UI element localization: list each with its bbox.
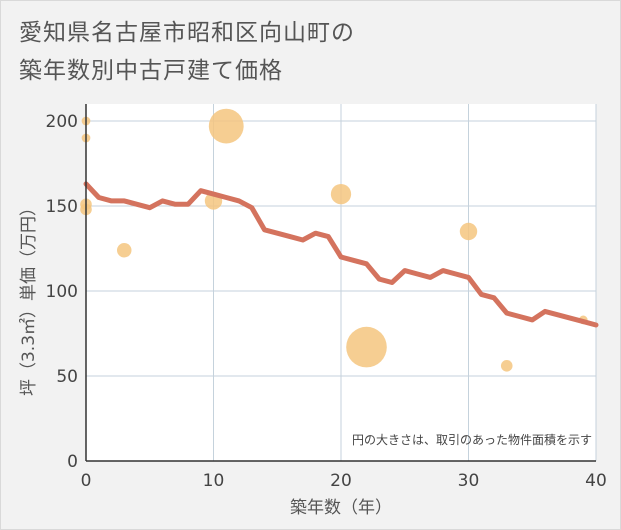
bubble-point <box>330 183 352 205</box>
x-tick-label: 0 <box>81 471 92 491</box>
chart-title-line2: 築年数別中古戸建て価格 <box>19 58 283 84</box>
chart-title-line1: 愛知県名古屋市昭和区向山町の <box>19 20 355 46</box>
bubble-point <box>208 108 244 144</box>
x-axis-label: 築年数（年） <box>290 498 392 518</box>
y-tick-label: 100 <box>46 282 78 302</box>
y-tick-label: 150 <box>46 197 78 217</box>
x-tick-label: 40 <box>585 471 607 491</box>
bubble-point <box>500 360 513 372</box>
y-tick-label: 0 <box>67 452 78 472</box>
y-tick-label: 200 <box>46 112 78 132</box>
x-tick-label: 30 <box>458 471 480 491</box>
average-price-line <box>83 181 599 328</box>
bubble-point <box>117 242 132 258</box>
size-legend-note: 円の大きさは、取引のあった物件面積を示す <box>352 432 592 447</box>
y-tick-label: 50 <box>56 367 78 387</box>
y-axis-label: 坪（3.3㎡）単価（万円） <box>19 199 39 396</box>
bubble-point <box>459 222 478 241</box>
x-tick-label: 10 <box>203 471 225 491</box>
bubble-point <box>346 326 387 368</box>
x-tick-label: 20 <box>330 471 352 491</box>
